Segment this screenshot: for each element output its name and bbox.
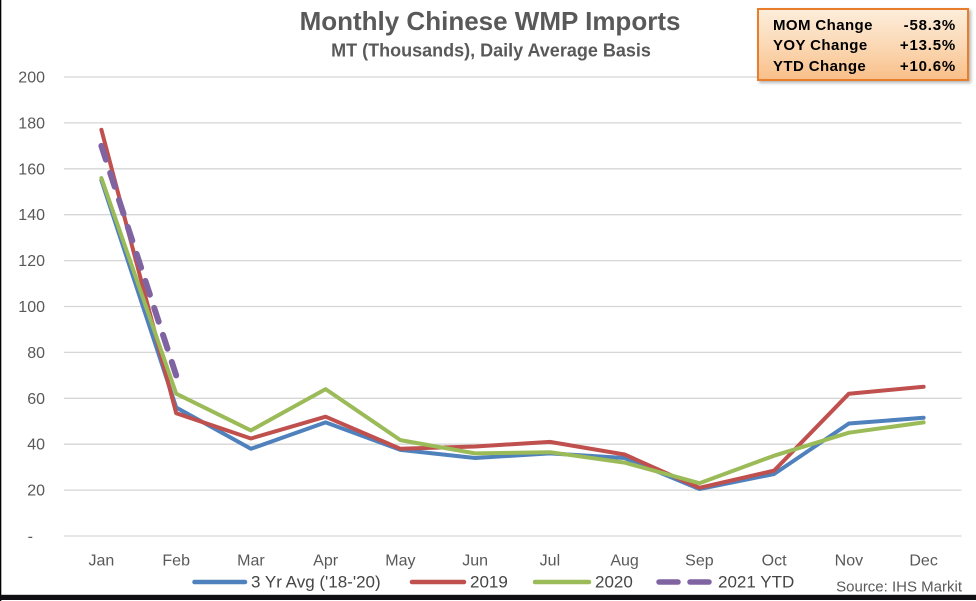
svg-text:140: 140 <box>18 207 45 224</box>
svg-text:3 Yr Avg ('18-'20): 3 Yr Avg ('18-'20) <box>251 573 381 592</box>
svg-text:40: 40 <box>27 437 45 454</box>
svg-text:160: 160 <box>18 161 45 178</box>
svg-text:Nov: Nov <box>835 553 863 570</box>
svg-text:MT (Thousands), Daily Average: MT (Thousands), Daily Average Basis <box>331 41 651 61</box>
svg-text:Feb: Feb <box>162 553 190 570</box>
svg-text:200: 200 <box>18 70 45 87</box>
svg-text:120: 120 <box>18 253 45 270</box>
svg-text:Jun: Jun <box>462 553 488 570</box>
svg-text:Dec: Dec <box>909 553 937 570</box>
svg-text:Oct: Oct <box>762 553 787 570</box>
svg-text:Jul: Jul <box>540 553 560 570</box>
svg-text:2021 YTD: 2021 YTD <box>718 573 794 592</box>
svg-text:Sep: Sep <box>685 553 714 570</box>
svg-text:2019: 2019 <box>470 573 508 592</box>
svg-text:2020: 2020 <box>595 573 633 592</box>
svg-text:60: 60 <box>27 391 45 408</box>
svg-text:180: 180 <box>18 115 45 132</box>
svg-text:Apr: Apr <box>313 553 339 570</box>
svg-text:Jan: Jan <box>89 553 115 570</box>
svg-text:-: - <box>28 529 33 546</box>
svg-text:Monthly Chinese WMP Imports: Monthly Chinese WMP Imports <box>300 6 681 36</box>
svg-text:Source: IHS Markit: Source: IHS Markit <box>836 579 963 596</box>
svg-text:20: 20 <box>27 483 45 500</box>
svg-text:Mar: Mar <box>237 553 265 570</box>
svg-text:100: 100 <box>18 299 45 316</box>
svg-text:Aug: Aug <box>610 553 638 570</box>
svg-text:May: May <box>385 553 415 570</box>
svg-text:80: 80 <box>27 345 45 362</box>
